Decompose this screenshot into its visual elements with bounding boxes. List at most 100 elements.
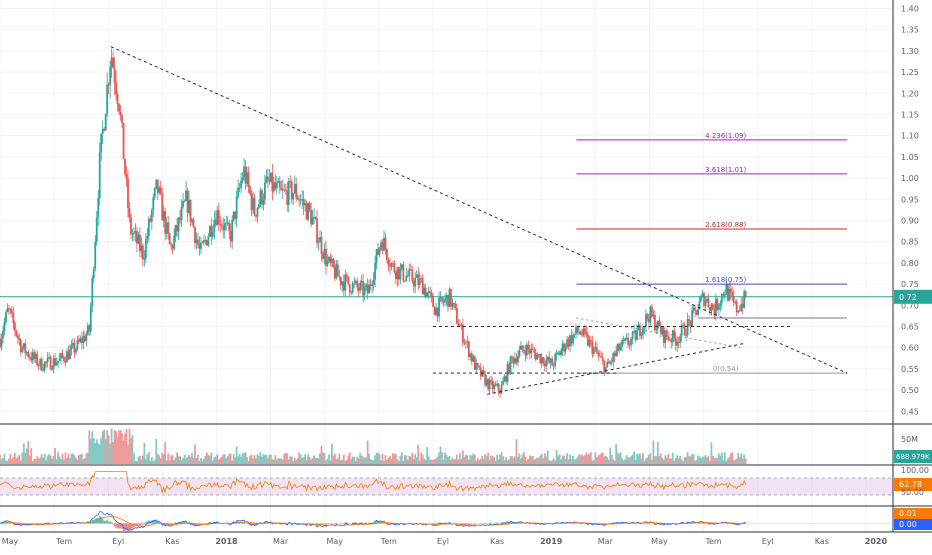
candle-body (527, 345, 529, 350)
candle-body (56, 363, 58, 365)
candle-body (630, 339, 632, 345)
rsi-upper-label: 100.00 (901, 466, 929, 475)
time-tick-label: Mar (273, 537, 289, 546)
candle-body (193, 219, 195, 227)
volume-bar (164, 441, 166, 464)
candle-body (458, 324, 460, 327)
candle-body (94, 242, 96, 269)
candle-body (254, 198, 256, 215)
time-tick-label: Kas (490, 537, 504, 546)
price-tick-label: 1.05 (901, 153, 919, 162)
candle-body (221, 225, 223, 226)
candle-body (596, 347, 598, 353)
macd-histogram-bar (470, 524, 472, 525)
candle-body (624, 338, 626, 340)
candle-body (364, 287, 366, 295)
candle-body (99, 152, 101, 197)
rsi-lower-label: 50.00 (901, 488, 924, 497)
candle-body (240, 181, 242, 188)
candle-body (386, 249, 388, 260)
candle-body (691, 310, 693, 326)
time-tick-label: May (2, 537, 19, 546)
candle-body (560, 351, 562, 356)
candle-body (120, 112, 122, 115)
candle-body (59, 358, 61, 360)
candle-body (688, 319, 690, 321)
macd-histogram-bar (111, 522, 113, 523)
candle-body (15, 331, 17, 336)
macd-value-label-1: 0.01 (899, 509, 917, 518)
candle-body (118, 104, 120, 112)
candle-body (249, 187, 251, 194)
candle-body (681, 326, 683, 336)
candle-body (237, 188, 239, 197)
macd-histogram-bar (331, 523, 333, 524)
candle-body (14, 323, 16, 331)
candle-body (685, 335, 687, 336)
candle-body (181, 207, 183, 220)
price-tick-label: 0.50 (901, 386, 919, 395)
candle-body (477, 363, 479, 366)
candle-body (502, 381, 504, 385)
candle-body (170, 244, 172, 245)
rsi-band (0, 478, 893, 495)
candle-body (408, 269, 410, 276)
candle-body (41, 359, 43, 371)
macd-histogram-bar (344, 522, 346, 523)
candle-body (47, 358, 49, 363)
candle-body (267, 176, 269, 179)
candle-body (432, 296, 434, 307)
candle-body (218, 210, 220, 224)
candle-body (115, 82, 117, 94)
candle-body (419, 278, 421, 285)
candle-body (687, 319, 689, 335)
candle-body (106, 85, 108, 115)
candle-body (57, 361, 59, 363)
candle-body (388, 260, 390, 266)
candle-body (724, 295, 726, 296)
candle-body (708, 299, 710, 308)
candle-body (4, 322, 6, 331)
candle-body (100, 134, 102, 153)
candle-body (109, 67, 111, 85)
candle-body (642, 327, 644, 334)
candle-body (593, 348, 595, 354)
price-tick-label: 1.25 (901, 68, 919, 77)
fib-level-label: 4.236(1.09) (705, 132, 746, 140)
candle-body (127, 179, 129, 208)
candle-body (231, 219, 233, 241)
volume-bar (745, 459, 747, 464)
candle-body (641, 335, 643, 337)
volume-value-label: 688.979K (896, 453, 930, 461)
candle-body (379, 248, 381, 255)
candle-body (169, 233, 171, 244)
candle-body (346, 275, 348, 277)
candle-body (731, 292, 733, 296)
time-tick-label: 2019 (540, 537, 563, 546)
candle-body (718, 306, 720, 310)
price-tick-label: 0.55 (901, 365, 919, 374)
fib-level-label: 1.618(0.75) (705, 276, 746, 284)
candle-body (478, 366, 480, 367)
candle-body (51, 369, 53, 370)
candle-body (160, 188, 162, 194)
candle-body (143, 258, 145, 259)
candle-body (190, 200, 192, 222)
candle-body (184, 201, 186, 202)
candle-body (132, 234, 134, 235)
candle-body (667, 337, 669, 340)
macd-histogram-bar (106, 520, 108, 524)
candle-body (615, 351, 617, 356)
time-tick-label: Tem (704, 537, 721, 546)
candle-body (114, 68, 116, 83)
candle-body (462, 324, 464, 342)
time-tick-label: 2018 (215, 537, 238, 546)
candle-body (373, 280, 375, 285)
price-tick-label: 0.80 (901, 259, 919, 268)
candle-body (545, 360, 547, 366)
candle-body (554, 354, 556, 365)
candle-body (97, 198, 99, 218)
candle-body (62, 353, 64, 357)
